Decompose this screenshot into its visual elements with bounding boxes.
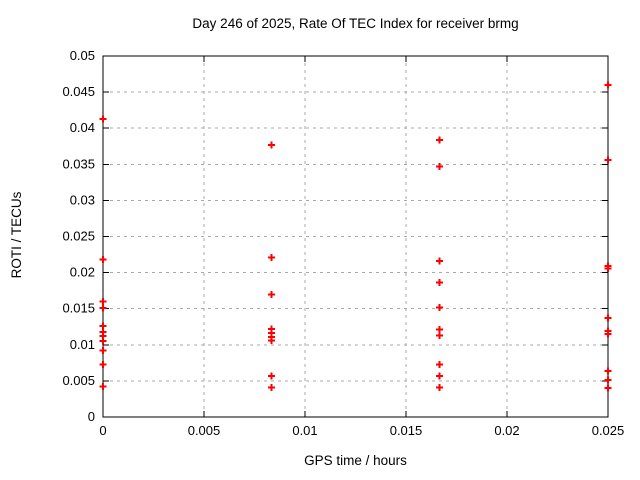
x-tick-label: 0 (99, 423, 106, 438)
x-tick-label: 0.005 (188, 423, 221, 438)
x-axis-title: GPS time / hours (304, 453, 407, 468)
data-point-marker (604, 367, 612, 375)
chart-title: Day 246 of 2025, Rate Of TEC Index for r… (192, 16, 519, 31)
data-point-marker (436, 372, 444, 380)
data-point-marker (267, 372, 275, 380)
y-tick-label: 0.05 (70, 48, 95, 63)
data-point-marker (99, 360, 107, 368)
data-point-marker (267, 290, 275, 298)
data-point-marker (436, 257, 444, 265)
data-point-marker (436, 383, 444, 391)
y-tick-label: 0.045 (62, 84, 95, 99)
data-point-marker (267, 141, 275, 149)
x-tick-label: 0.025 (592, 423, 625, 438)
data-point-marker (436, 136, 444, 144)
data-point-marker (604, 81, 612, 89)
data-point-marker (604, 376, 612, 384)
data-point-marker (99, 304, 107, 312)
y-tick-label: 0 (88, 409, 95, 424)
data-point-marker (267, 383, 275, 391)
data-point-marker (99, 347, 107, 355)
y-tick-label: 0.01 (70, 337, 95, 352)
data-point-marker (436, 303, 444, 311)
y-tick-label: 0.005 (62, 373, 95, 388)
data-point-marker (436, 331, 444, 339)
data-point-marker (604, 314, 612, 322)
data-point-marker (436, 162, 444, 170)
data-point-marker (604, 384, 612, 392)
data-point-marker (604, 264, 612, 272)
y-tick-label: 0.02 (70, 265, 95, 280)
data-point-marker (436, 279, 444, 287)
data-point-marker (99, 115, 107, 123)
y-tick-label: 0.035 (62, 156, 95, 171)
data-point-marker (99, 256, 107, 264)
y-tick-label: 0.025 (62, 229, 95, 244)
data-point-marker (267, 336, 275, 344)
data-point-marker (99, 337, 107, 345)
data-point-marker (604, 156, 612, 164)
x-tick-label: 0.02 (494, 423, 519, 438)
x-tick-label: 0.015 (390, 423, 423, 438)
data-point-marker (436, 360, 444, 368)
data-point-marker (99, 383, 107, 391)
data-point-marker (267, 253, 275, 261)
y-tick-label: 0.04 (70, 120, 95, 135)
y-tick-label: 0.03 (70, 192, 95, 207)
y-tick-label: 0.015 (62, 301, 95, 316)
x-tick-label: 0.01 (292, 423, 317, 438)
data-point-marker (99, 297, 107, 305)
data-point-marker (604, 330, 612, 338)
